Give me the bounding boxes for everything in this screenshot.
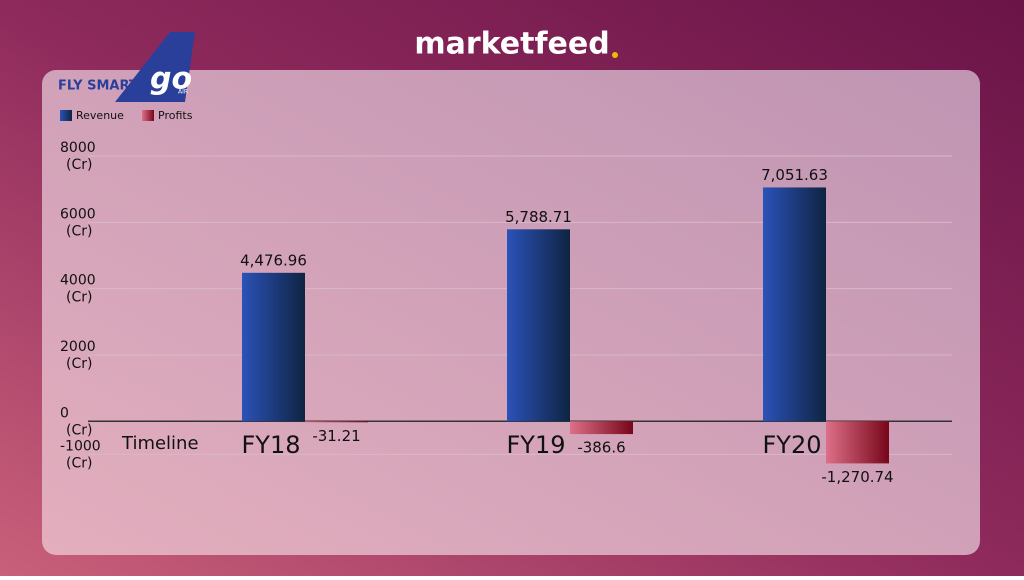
bar [507, 229, 570, 422]
logo-sub: AIR [178, 89, 188, 96]
y-tick-unit: (Cr) [66, 290, 92, 306]
x-tick-label: FY18 [241, 431, 300, 459]
data-label: 7,051.63 [761, 166, 828, 184]
y-tick-unit: (Cr) [66, 223, 92, 239]
y-tick-unit: (Cr) [66, 356, 92, 372]
x-tick-label: FY19 [506, 431, 565, 459]
y-tick-label: -1000 [60, 438, 101, 454]
y-tick-unit: (Cr) [66, 422, 92, 438]
y-tick-unit: (Cr) [66, 157, 92, 173]
logo-tagline: FLY SMART [58, 79, 138, 94]
brand: marketfeed [414, 27, 609, 62]
x-axis-label: Timeline [121, 433, 199, 454]
legend-swatch [60, 110, 72, 121]
y-tick-label: 6000 [60, 206, 96, 222]
bar [763, 187, 826, 422]
legend-label: Revenue [76, 109, 124, 122]
data-label: -386.6 [577, 439, 625, 457]
data-label: -1,270.74 [821, 468, 893, 486]
x-tick-label: FY20 [762, 431, 821, 459]
brand-dot [612, 52, 618, 58]
bar [242, 272, 305, 422]
data-label: 4,476.96 [240, 251, 307, 269]
y-tick-label: 8000 [60, 140, 96, 156]
bar [826, 421, 889, 464]
legend-swatch [142, 110, 154, 121]
data-label: 5,788.71 [505, 208, 572, 226]
y-tick-label: 4000 [60, 273, 96, 289]
y-tick-unit: (Cr) [66, 455, 92, 471]
bar [305, 421, 368, 423]
logo-tail [115, 32, 195, 102]
y-tick-label: 2000 [60, 339, 96, 355]
data-label: -31.21 [312, 427, 360, 445]
bar [570, 421, 633, 435]
y-tick-label: 0 [60, 405, 69, 421]
logo-mark: go [150, 62, 192, 97]
legend-label: Profits [158, 109, 193, 122]
